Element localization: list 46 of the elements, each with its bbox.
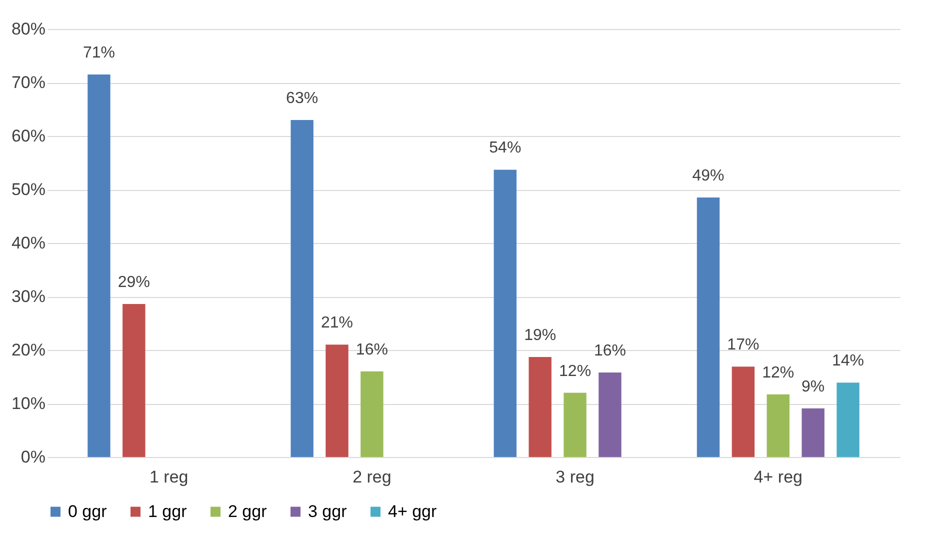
y-tick-label: 10% bbox=[11, 394, 46, 413]
y-tick-label: 60% bbox=[11, 126, 46, 146]
bar bbox=[290, 120, 314, 457]
legend-label: 2 ggr bbox=[228, 502, 268, 521]
bar bbox=[564, 392, 586, 457]
legend-label: 0 ggr bbox=[68, 502, 108, 521]
x-tick-label: 3 reg bbox=[556, 468, 594, 486]
bar bbox=[732, 366, 755, 457]
data-label: 16% bbox=[356, 341, 388, 358]
data-label: 21% bbox=[320, 314, 354, 332]
data-label: 19% bbox=[524, 326, 556, 344]
bar bbox=[766, 394, 790, 457]
data-label: 16% bbox=[594, 342, 626, 360]
bar bbox=[360, 371, 384, 457]
y-tick-label: 20% bbox=[11, 340, 46, 360]
data-label: 9% bbox=[802, 378, 825, 396]
bar bbox=[122, 304, 146, 457]
data-label: 12% bbox=[762, 364, 794, 382]
data-label: 14% bbox=[832, 352, 864, 370]
bar bbox=[598, 372, 622, 457]
bar bbox=[528, 356, 552, 457]
bar bbox=[696, 198, 720, 457]
legend-label: 3 ggr bbox=[308, 502, 348, 521]
data-label: 63% bbox=[286, 90, 318, 107]
bar bbox=[802, 408, 824, 457]
x-tick-label: 4+ reg bbox=[754, 468, 802, 486]
y-tick-label: 70% bbox=[11, 73, 46, 92]
y-tick-label: 0% bbox=[20, 448, 46, 466]
legend-label: 1 ggr bbox=[148, 502, 188, 521]
bar bbox=[88, 74, 110, 457]
y-tick-label: 50% bbox=[11, 180, 46, 199]
y-tick-label: 80% bbox=[11, 20, 46, 38]
bar bbox=[836, 382, 860, 457]
data-label: 29% bbox=[118, 274, 150, 291]
data-label: 54% bbox=[489, 140, 522, 157]
legend-label: 4+ ggr bbox=[388, 502, 438, 521]
bar bbox=[494, 170, 517, 457]
data-label: 12% bbox=[559, 362, 592, 380]
y-tick-label: 30% bbox=[11, 287, 46, 306]
data-label: 71% bbox=[82, 44, 115, 62]
x-tick-label: 1 reg bbox=[149, 468, 188, 486]
data-label: 49% bbox=[692, 168, 724, 185]
data-label: 17% bbox=[727, 336, 760, 354]
bar bbox=[326, 344, 348, 457]
y-tick-label: 40% bbox=[11, 234, 46, 252]
x-tick-label: 2 reg bbox=[352, 468, 392, 486]
